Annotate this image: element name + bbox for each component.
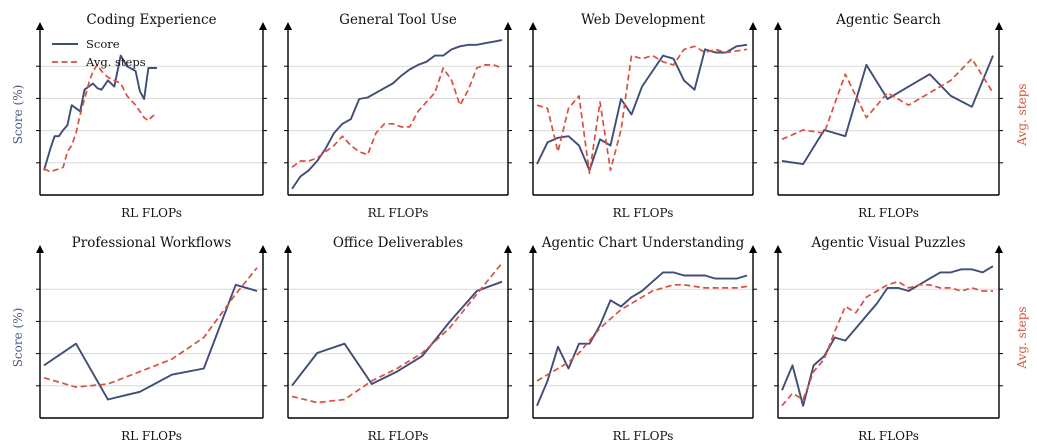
x-axis-label: RL FLOPs [368,206,429,220]
x-axis-label: RL FLOPs [858,429,919,443]
left-axis-arrow-icon [529,245,537,253]
series-line-score [43,54,157,171]
legend: Score Avg. steps [52,37,146,69]
right-axis-arrow-icon [749,245,757,253]
y-axis-label: Score (%) [11,85,25,145]
series-line-avg-steps [781,57,994,141]
subplot-1: Coding Experience RL FLOPs Score (%) Score A… [11,12,267,220]
x-axis-label: RL FLOPs [368,429,429,443]
series-line-score [43,283,258,401]
series-line-score [291,280,503,387]
series-line-avg-steps [291,64,503,168]
right-axis-arrow-icon [259,22,267,30]
right-axis-arrow-icon [995,245,1003,253]
x-axis-label: RL FLOPs [613,429,674,443]
left-axis-arrow-icon [36,245,44,253]
series-line-score [291,39,503,190]
subplot-2: General Tool Use RL FLOPs [284,12,512,220]
series-line-avg-steps [536,45,748,175]
left-axis-arrow-icon [774,22,782,30]
right-axis-arrow-icon [504,245,512,253]
series-line-avg-steps [291,262,503,404]
series-line-avg-steps [781,280,993,407]
subplot-title: Web Development [581,12,706,28]
left-axis-arrow-icon [284,22,292,30]
subplot-8: Agentic Visual Puzzles RL FLOPs Avg. steps [774,235,1029,443]
subplot-title: General Tool Use [339,12,457,28]
subplot-title: Professional Workflows [72,235,232,251]
left-axis-arrow-icon [774,245,782,253]
series-line-avg-steps [43,64,158,173]
legend-label-avg-steps: Avg. steps [85,55,146,69]
series-line-score [536,43,748,172]
legend-label-score: Score [86,37,120,51]
subplot-7: Agentic Chart Understanding RL FLOPs [529,235,757,443]
left-axis-arrow-icon [529,22,537,30]
right-axis-arrow-icon [259,245,267,253]
y2-axis-label: Avg. steps [1015,306,1029,369]
subplot-title: Office Deliverables [333,235,463,251]
x-axis-label: RL FLOPs [121,429,182,443]
subplot-3: Web Development RL FLOPs [529,12,757,220]
left-axis-arrow-icon [36,22,44,30]
series-line-avg-steps [536,283,748,382]
x-axis-label: RL FLOPs [858,206,919,220]
subplot-4: Agentic Search RL FLOPs Avg. steps [774,12,1029,220]
subplot-title: Agentic Search [835,12,941,28]
right-axis-arrow-icon [995,22,1003,30]
subplot-5: Professional Workflows RL FLOPs Score (%) [11,235,267,443]
series-line-score [781,55,994,166]
y2-axis-label: Avg. steps [1015,83,1029,146]
series-line-score [781,265,994,407]
right-axis-arrow-icon [749,22,757,30]
x-axis-label: RL FLOPs [121,206,182,220]
subplot-title: Agentic Visual Puzzles [810,235,965,251]
y-axis-label: Score (%) [11,308,25,368]
subplot-title: Coding Experience [86,12,216,28]
x-axis-label: RL FLOPs [613,206,674,220]
series-line-avg-steps [43,267,258,388]
right-axis-arrow-icon [504,22,512,30]
subplot-title: Agentic Chart Understanding [541,235,745,251]
subplot-6: Office Deliverables RL FLOPs [284,235,512,443]
left-axis-arrow-icon [284,245,292,253]
